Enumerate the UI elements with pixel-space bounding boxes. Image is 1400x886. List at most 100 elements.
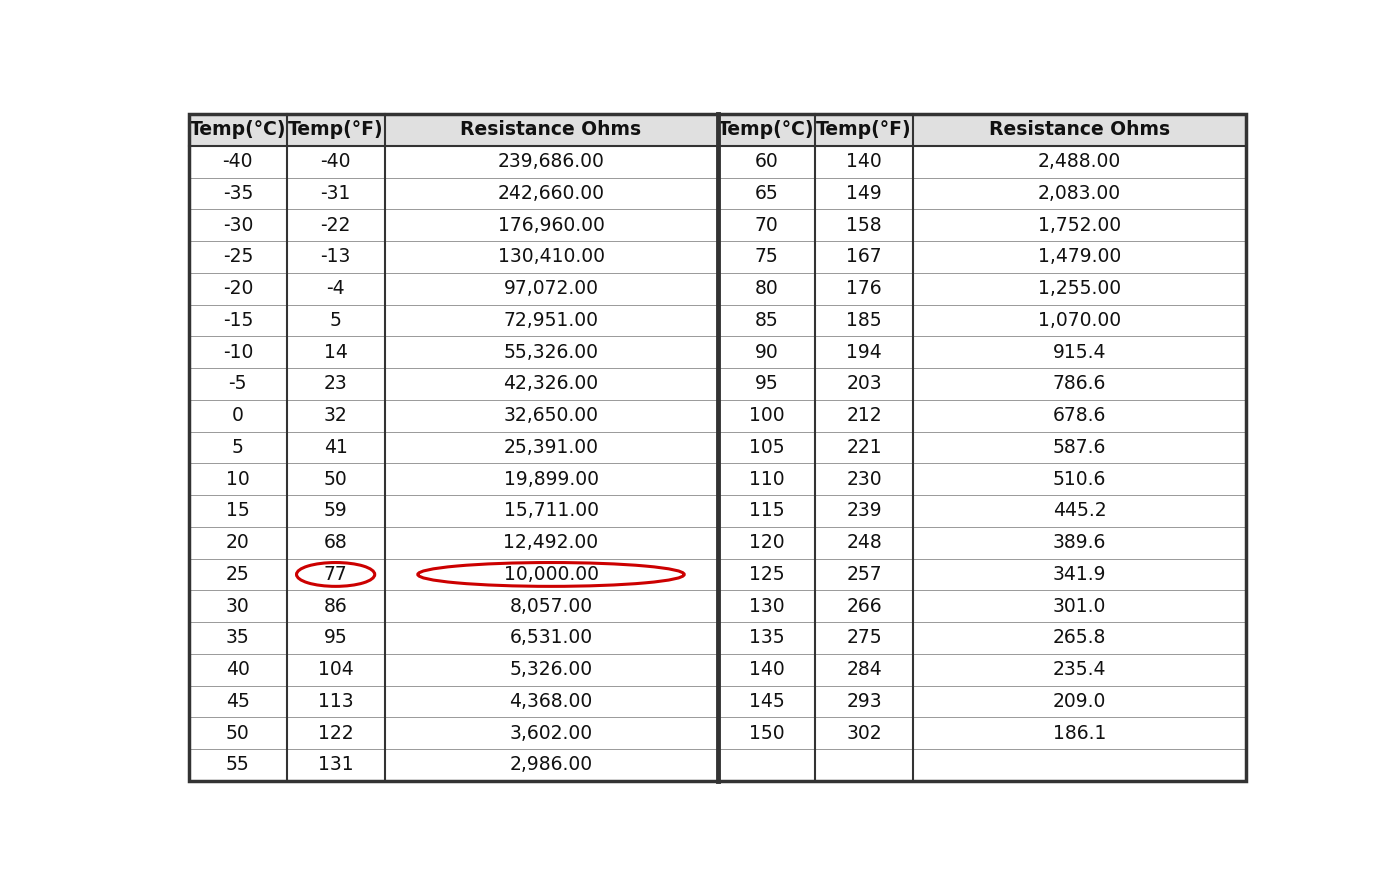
Text: 120: 120: [749, 533, 784, 552]
Text: 145: 145: [749, 692, 784, 711]
Text: 915.4: 915.4: [1053, 343, 1106, 361]
Text: 50: 50: [323, 470, 347, 489]
Text: Temp(°C): Temp(°C): [189, 120, 286, 139]
Text: 445.2: 445.2: [1053, 501, 1106, 520]
Text: 97,072.00: 97,072.00: [504, 279, 599, 299]
Text: 115: 115: [749, 501, 784, 520]
Bar: [717, 114, 1246, 781]
Text: 786.6: 786.6: [1053, 375, 1106, 393]
Text: 248: 248: [846, 533, 882, 552]
Text: 265.8: 265.8: [1053, 628, 1106, 648]
Text: 5: 5: [232, 438, 244, 457]
Text: 221: 221: [847, 438, 882, 457]
Text: 55,326.00: 55,326.00: [504, 343, 599, 361]
Text: 678.6: 678.6: [1053, 406, 1106, 425]
Text: 14: 14: [323, 343, 347, 361]
Text: 1,479.00: 1,479.00: [1037, 247, 1121, 267]
Text: 149: 149: [846, 184, 882, 203]
Text: 239,686.00: 239,686.00: [497, 152, 605, 171]
Text: 167: 167: [847, 247, 882, 267]
Text: 131: 131: [318, 756, 353, 774]
Text: 1,255.00: 1,255.00: [1037, 279, 1121, 299]
Text: 176,960.00: 176,960.00: [497, 215, 605, 235]
Text: 587.6: 587.6: [1053, 438, 1106, 457]
Text: 77: 77: [323, 565, 347, 584]
Text: 293: 293: [847, 692, 882, 711]
Text: 100: 100: [749, 406, 784, 425]
Text: 239: 239: [847, 501, 882, 520]
Text: 59: 59: [323, 501, 347, 520]
Text: 176: 176: [847, 279, 882, 299]
Text: 45: 45: [225, 692, 249, 711]
Text: 235.4: 235.4: [1053, 660, 1106, 680]
Text: -13: -13: [321, 247, 351, 267]
Text: 19,899.00: 19,899.00: [504, 470, 599, 489]
Text: 110: 110: [749, 470, 784, 489]
Text: 284: 284: [846, 660, 882, 680]
Text: 125: 125: [749, 565, 784, 584]
Text: -31: -31: [321, 184, 351, 203]
Text: -4: -4: [326, 279, 344, 299]
Text: 194: 194: [846, 343, 882, 361]
Text: 75: 75: [755, 247, 778, 267]
Text: 2,986.00: 2,986.00: [510, 756, 592, 774]
Bar: [717, 114, 1246, 146]
Text: 15,711.00: 15,711.00: [504, 501, 599, 520]
Text: 4,368.00: 4,368.00: [510, 692, 592, 711]
Text: 212: 212: [847, 406, 882, 425]
Text: -25: -25: [223, 247, 253, 267]
Text: Temp(°F): Temp(°F): [816, 120, 911, 139]
Text: 5,326.00: 5,326.00: [510, 660, 592, 680]
Text: Resistance Ohms: Resistance Ohms: [988, 120, 1170, 139]
Text: -30: -30: [223, 215, 253, 235]
Text: 15: 15: [225, 501, 249, 520]
Text: -40: -40: [223, 152, 253, 171]
Text: 140: 140: [846, 152, 882, 171]
Text: -22: -22: [321, 215, 351, 235]
Text: -10: -10: [223, 343, 253, 361]
Text: 90: 90: [755, 343, 778, 361]
Text: 105: 105: [749, 438, 784, 457]
Text: 10: 10: [225, 470, 249, 489]
Text: -15: -15: [223, 311, 253, 330]
Text: 230: 230: [847, 470, 882, 489]
Text: 1,752.00: 1,752.00: [1037, 215, 1121, 235]
Text: 41: 41: [323, 438, 347, 457]
Text: 0: 0: [232, 406, 244, 425]
Text: 95: 95: [755, 375, 778, 393]
Text: 32: 32: [323, 406, 347, 425]
Text: 3,602.00: 3,602.00: [510, 724, 592, 742]
Text: 80: 80: [755, 279, 778, 299]
Text: 1,070.00: 1,070.00: [1037, 311, 1121, 330]
Text: 5: 5: [329, 311, 342, 330]
Text: 185: 185: [847, 311, 882, 330]
Text: 95: 95: [323, 628, 347, 648]
Text: Temp(°F): Temp(°F): [288, 120, 384, 139]
Text: 72,951.00: 72,951.00: [504, 311, 599, 330]
Text: 2,488.00: 2,488.00: [1037, 152, 1121, 171]
Text: 122: 122: [318, 724, 353, 742]
Text: 85: 85: [755, 311, 778, 330]
Text: -35: -35: [223, 184, 253, 203]
Text: 30: 30: [225, 596, 249, 616]
Text: 301.0: 301.0: [1053, 596, 1106, 616]
Text: 135: 135: [749, 628, 784, 648]
Text: 389.6: 389.6: [1053, 533, 1106, 552]
Text: 158: 158: [847, 215, 882, 235]
Text: 130,410.00: 130,410.00: [497, 247, 605, 267]
Text: 203: 203: [847, 375, 882, 393]
Text: Temp(°C): Temp(°C): [718, 120, 815, 139]
Text: 8,057.00: 8,057.00: [510, 596, 592, 616]
Text: 60: 60: [755, 152, 778, 171]
Text: -40: -40: [321, 152, 351, 171]
Text: 55: 55: [225, 756, 249, 774]
Text: 257: 257: [847, 565, 882, 584]
Text: 35: 35: [225, 628, 249, 648]
Text: 130: 130: [749, 596, 784, 616]
Text: 186.1: 186.1: [1053, 724, 1106, 742]
Text: 32,650.00: 32,650.00: [504, 406, 599, 425]
Text: 40: 40: [225, 660, 249, 680]
Text: 104: 104: [318, 660, 353, 680]
Text: 341.9: 341.9: [1053, 565, 1106, 584]
Text: 10,000.00: 10,000.00: [504, 565, 599, 584]
